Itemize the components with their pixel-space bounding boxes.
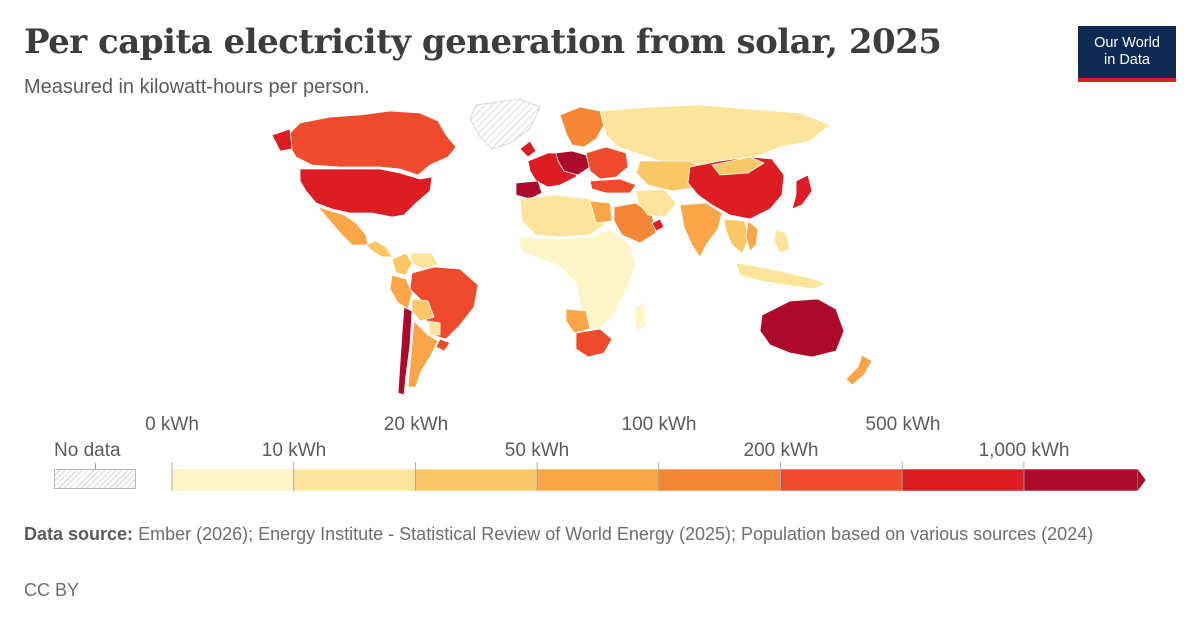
region-sub-saharan-africa[interactable]: [517, 228, 637, 330]
logo-line-2: in Data: [1104, 52, 1150, 68]
chart-subtitle: Measured in kilowatt-hours per person.: [24, 76, 370, 98]
region-new-zealand[interactable]: [845, 354, 873, 386]
world-map[interactable]: [0, 95, 1200, 405]
legend-label-100: 100 kWh: [621, 414, 697, 435]
region-scandinavia[interactable]: [559, 106, 605, 148]
region-south-africa[interactable]: [575, 328, 613, 358]
legend-bin-3[interactable]: [536, 468, 660, 492]
legend-no-data-label: No data: [54, 440, 121, 461]
region-venezuela[interactable]: [409, 252, 439, 270]
legend-label-500: 500 kWh: [865, 414, 941, 435]
legend-label-0: 0 kWh: [145, 414, 199, 435]
legend-label-1000: 1,000 kWh: [978, 440, 1070, 461]
region-united-states[interactable]: [271, 128, 433, 218]
region-madagascar[interactable]: [633, 302, 647, 332]
region-brazil[interactable]: [409, 266, 479, 340]
legend-bin-6[interactable]: [901, 468, 1025, 492]
region-southeast-asia[interactable]: [723, 218, 751, 254]
legend-bin-5[interactable]: [780, 468, 903, 492]
legend-no-data-swatch[interactable]: [54, 469, 136, 489]
region-bolivia[interactable]: [411, 298, 435, 322]
legend-bin-2[interactable]: [415, 468, 538, 492]
region-indonesia[interactable]: [735, 262, 828, 290]
region-india[interactable]: [679, 202, 723, 258]
region-united-arab-emirates[interactable]: [651, 218, 665, 232]
region-australia[interactable]: [759, 298, 845, 358]
source-label: Data source:: [24, 524, 134, 544]
region-canada[interactable]: [287, 110, 457, 176]
legend-bin-1[interactable]: [293, 468, 416, 492]
region-mongolia[interactable]: [711, 156, 765, 176]
region-egypt[interactable]: [589, 200, 613, 224]
region-chile[interactable]: [397, 306, 413, 396]
region-netherlands[interactable]: [555, 150, 591, 176]
region-japan[interactable]: [791, 174, 813, 210]
region-spain[interactable]: [515, 180, 543, 200]
region-peru[interactable]: [389, 274, 413, 310]
region-philippines[interactable]: [773, 228, 791, 254]
region-paraguay[interactable]: [427, 320, 441, 336]
logo-line-1: Our World: [1094, 35, 1160, 51]
legend-no-data-tick: [95, 463, 96, 469]
legend-bin-7[interactable]: [1023, 468, 1138, 492]
region-namibia[interactable]: [565, 308, 591, 334]
region-argentina[interactable]: [407, 320, 439, 388]
region-saudi-arabia[interactable]: [613, 202, 657, 244]
region-colombia[interactable]: [391, 252, 413, 276]
region-russia[interactable]: [599, 104, 831, 168]
legend-bin-0[interactable]: [171, 468, 294, 492]
license-text: CC BY: [24, 580, 80, 600]
region-vietnam[interactable]: [745, 220, 759, 252]
legend-label-20: 20 kWh: [383, 414, 449, 435]
region-eastern-europe[interactable]: [585, 146, 629, 180]
legend-label-50: 50 kWh: [504, 440, 570, 461]
legend-label-10: 10 kWh: [261, 440, 327, 461]
legend-bin-4[interactable]: [658, 468, 781, 492]
region-north-africa[interactable]: [519, 194, 609, 238]
data-source-note: Data source: Ember (2026); Energy Instit…: [24, 522, 1144, 546]
region-uruguay[interactable]: [435, 338, 451, 352]
legend-open-end-arrow: [1137, 469, 1146, 491]
region-iran[interactable]: [635, 188, 677, 218]
region-greenland[interactable]: [469, 98, 541, 150]
region-central-america[interactable]: [365, 240, 393, 258]
region-turkey[interactable]: [589, 178, 637, 194]
legend-label-200: 200 kWh: [743, 440, 819, 461]
source-text: Ember (2026); Energy Institute - Statist…: [138, 524, 1094, 544]
chart-title: Per capita electricity generation from s…: [24, 22, 942, 62]
owid-logo[interactable]: Our World in Data: [1078, 26, 1176, 82]
color-legend-bar[interactable]: [171, 462, 1147, 492]
